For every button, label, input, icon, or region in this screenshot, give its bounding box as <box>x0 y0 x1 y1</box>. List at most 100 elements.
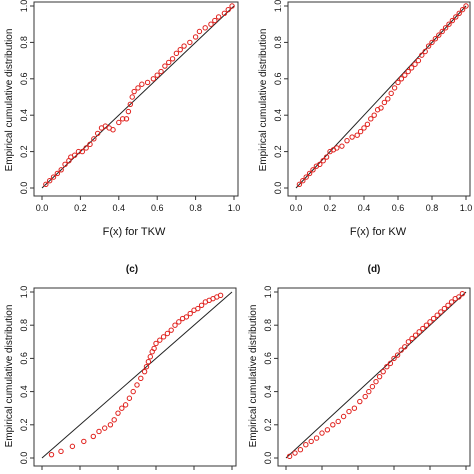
data-point <box>445 302 451 308</box>
data-point <box>130 388 136 395</box>
data-point <box>357 128 364 135</box>
data-point <box>387 360 394 367</box>
y-tick-label: 1.0 <box>19 286 29 299</box>
panel-d: Empirical cumulative distribution 0.0 0.2… <box>248 286 471 470</box>
data-point <box>335 418 341 425</box>
data-point <box>456 294 462 300</box>
data-point <box>187 39 193 46</box>
data-point <box>425 43 432 49</box>
data-point <box>324 427 331 433</box>
data-point <box>176 319 182 325</box>
data-point <box>412 332 419 338</box>
data-point <box>296 181 303 188</box>
data-point <box>354 132 360 138</box>
y-tick-label: 0.2 <box>263 419 273 432</box>
data-point <box>166 59 172 66</box>
data-point <box>102 425 108 431</box>
data-point <box>221 10 228 16</box>
data-point <box>164 330 171 337</box>
data-point <box>436 32 442 38</box>
data-point <box>46 178 53 184</box>
y-tick-label: 0.8 <box>273 36 283 49</box>
data-point <box>217 292 224 299</box>
data-point <box>408 65 415 71</box>
x-tick-label: 0.2 <box>74 203 87 213</box>
data-point <box>398 76 405 82</box>
data-point <box>158 68 164 75</box>
data-point <box>313 435 320 441</box>
y-tick-label: 0.6 <box>263 352 273 365</box>
y-tick-label: 0.2 <box>19 145 29 158</box>
data-point <box>308 438 314 445</box>
data-point <box>119 405 125 411</box>
data-point <box>225 6 231 13</box>
panel-kw: Empirical cumulative distribution F(x) f… <box>258 0 472 238</box>
data-point <box>58 167 64 173</box>
panel-label-c: (c) <box>126 264 138 275</box>
data-point <box>420 325 426 332</box>
data-point <box>369 383 376 390</box>
x-tick-label: 0.4 <box>113 203 126 213</box>
xlabel: F(x) for KW <box>350 226 407 238</box>
data-point <box>306 170 313 177</box>
data-point <box>75 148 82 155</box>
x-tick-label: 0.4 <box>358 203 371 213</box>
data-point <box>340 413 347 420</box>
data-point <box>131 88 137 95</box>
data-point <box>43 181 49 188</box>
y-tick-label: 0.4 <box>19 109 29 122</box>
ylabel: Empirical cumulative distribution <box>4 29 15 172</box>
data-point <box>423 322 430 328</box>
data-point <box>177 46 183 53</box>
y-tick-label: 0.0 <box>19 452 29 465</box>
data-point <box>364 121 371 128</box>
data-point <box>412 61 418 67</box>
data-point <box>154 72 160 78</box>
y-tick-label: 0.0 <box>273 182 283 195</box>
data-point <box>229 3 235 9</box>
y-tick-label: 1.0 <box>19 0 29 12</box>
y-tick-label: 0.0 <box>263 452 273 465</box>
data-point <box>122 402 129 408</box>
data-point <box>384 364 390 370</box>
data-point <box>438 309 444 315</box>
y-tick-label: 0.2 <box>273 145 283 158</box>
data-point <box>430 315 437 322</box>
data-point <box>192 34 199 40</box>
y-tick-label: 0.0 <box>19 182 29 195</box>
data-point <box>215 14 222 20</box>
data-point <box>434 312 440 318</box>
data-point <box>361 125 367 131</box>
data-point <box>116 119 122 126</box>
data-point <box>157 337 163 343</box>
data-point <box>147 354 154 360</box>
y-tick-label: 0.6 <box>19 352 29 365</box>
data-point <box>346 408 352 415</box>
ylabel: Empirical cumulative distribution <box>258 29 269 172</box>
data-point <box>162 63 168 69</box>
data-point <box>187 310 193 317</box>
data-point <box>62 161 68 168</box>
data-point <box>446 21 452 27</box>
data-point <box>125 108 132 115</box>
data-point <box>303 174 309 180</box>
data-point <box>139 81 145 87</box>
panel-c: Empirical cumulative distribution 0.0 0.2… <box>4 286 237 470</box>
data-point <box>107 422 114 428</box>
y-tick-label: 0.4 <box>263 385 273 398</box>
data-point <box>432 36 439 42</box>
data-point <box>402 72 408 78</box>
data-point <box>198 302 205 308</box>
data-point <box>394 352 401 358</box>
data-point <box>48 451 55 458</box>
data-point <box>303 442 309 448</box>
data-point <box>119 116 126 122</box>
data-point <box>463 3 469 9</box>
data-point <box>391 355 397 362</box>
x-tick-label: 0.2 <box>324 203 337 213</box>
data-point <box>317 161 323 168</box>
data-point <box>405 339 412 345</box>
data-point <box>196 28 203 35</box>
xlabel: F(x) for TKW <box>103 226 166 238</box>
